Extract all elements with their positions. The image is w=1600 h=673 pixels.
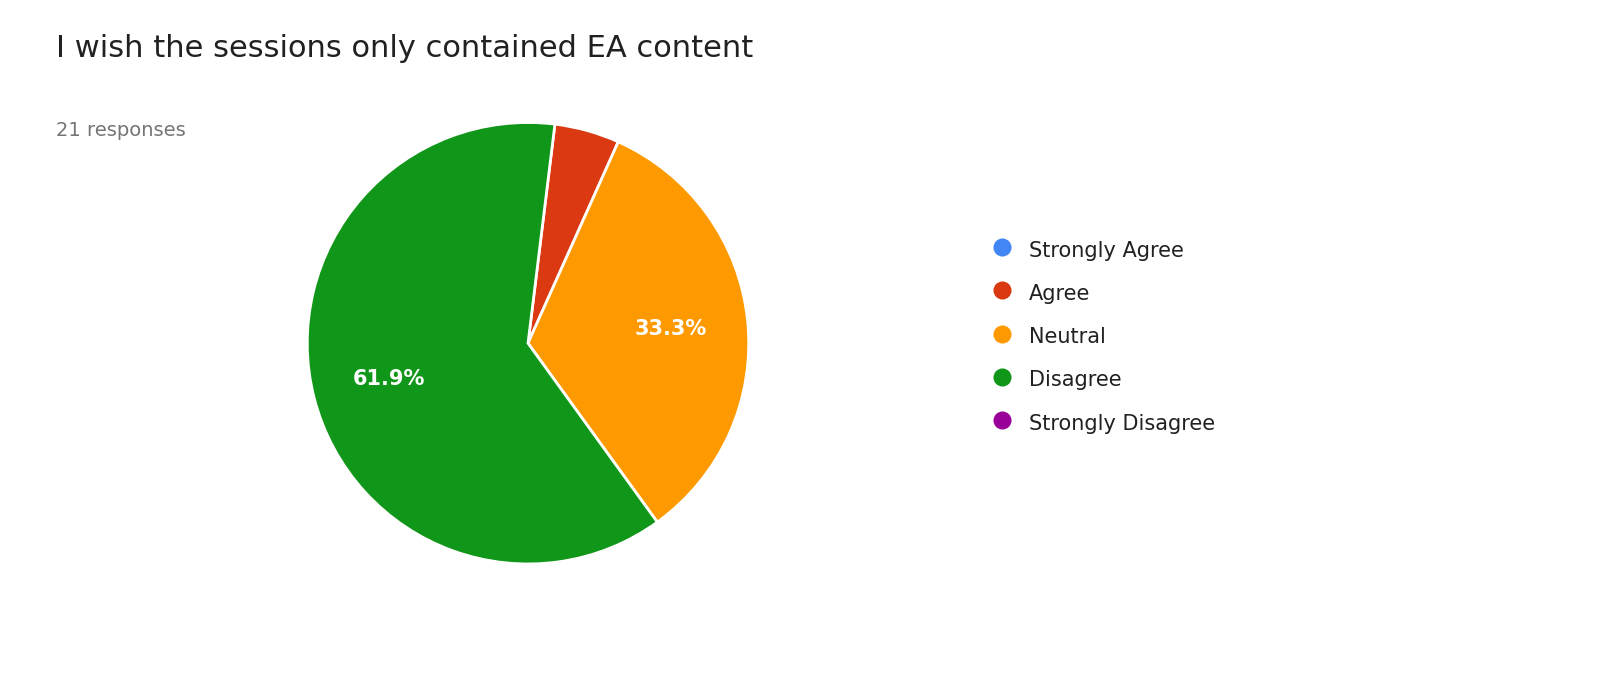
Text: 21 responses: 21 responses [56, 121, 186, 140]
Wedge shape [307, 122, 658, 564]
Text: 61.9%: 61.9% [354, 369, 426, 389]
Wedge shape [528, 124, 618, 343]
Wedge shape [528, 142, 749, 522]
Text: I wish the sessions only contained EA content: I wish the sessions only contained EA co… [56, 34, 754, 63]
Legend: Strongly Agree, Agree, Neutral, Disagree, Strongly Disagree: Strongly Agree, Agree, Neutral, Disagree… [971, 217, 1235, 456]
Text: 33.3%: 33.3% [635, 318, 707, 339]
